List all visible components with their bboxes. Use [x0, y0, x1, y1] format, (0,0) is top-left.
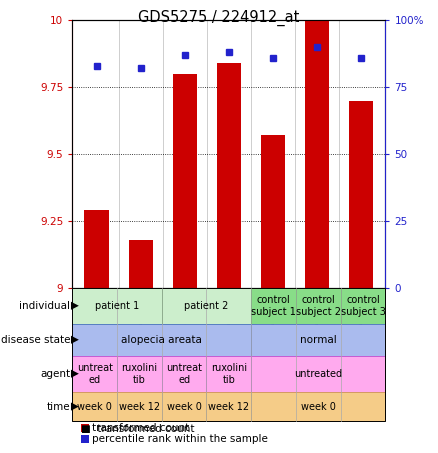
- Text: patient 1: patient 1: [95, 301, 139, 311]
- Text: disease state: disease state: [0, 335, 70, 345]
- Text: GDS5275 / 224912_at: GDS5275 / 224912_at: [138, 10, 300, 26]
- Text: week 0: week 0: [167, 401, 201, 412]
- Text: control
subject 3: control subject 3: [341, 295, 385, 317]
- Text: untreated: untreated: [294, 369, 343, 379]
- Bar: [295, 20, 339, 288]
- Bar: [339, 20, 383, 288]
- Text: control
subject 1: control subject 1: [251, 295, 296, 317]
- Text: control
subject 2: control subject 2: [296, 295, 341, 317]
- Text: transformed count: transformed count: [92, 423, 189, 434]
- Bar: [207, 20, 251, 288]
- Text: week 0: week 0: [301, 401, 336, 412]
- Bar: [119, 20, 162, 288]
- Text: normal: normal: [300, 335, 337, 345]
- Text: patient 2: patient 2: [184, 301, 229, 311]
- Bar: [251, 20, 295, 288]
- Text: week 12: week 12: [208, 401, 249, 412]
- Text: week 12: week 12: [119, 401, 160, 412]
- Bar: [85, 210, 109, 288]
- Text: ruxolini
tib: ruxolini tib: [121, 363, 157, 385]
- Bar: [173, 74, 197, 288]
- Text: ruxolini
tib: ruxolini tib: [211, 363, 247, 385]
- Bar: [217, 63, 241, 288]
- Text: percentile rank within the sample: percentile rank within the sample: [92, 434, 268, 444]
- Text: alopecia areata: alopecia areata: [121, 335, 202, 345]
- Bar: [74, 20, 119, 288]
- Text: untreat
ed: untreat ed: [166, 363, 202, 385]
- Bar: [349, 101, 373, 288]
- Bar: [128, 240, 153, 288]
- Text: time: time: [46, 401, 70, 412]
- Bar: [305, 20, 329, 288]
- Text: agent: agent: [40, 369, 70, 379]
- Text: individual: individual: [19, 301, 70, 311]
- Text: ■  transformed count: ■ transformed count: [81, 424, 194, 434]
- Text: week 0: week 0: [77, 401, 112, 412]
- Bar: [261, 135, 285, 288]
- Text: untreat
ed: untreat ed: [77, 363, 113, 385]
- Bar: [162, 20, 207, 288]
